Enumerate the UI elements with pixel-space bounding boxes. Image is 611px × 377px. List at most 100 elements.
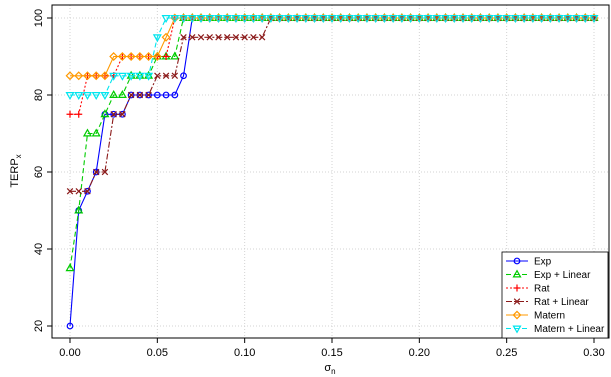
series-line: [70, 17, 594, 96]
legend-label: Exp: [534, 257, 552, 268]
data-point: [109, 89, 119, 98]
data-point: [66, 322, 74, 330]
data-point: [537, 15, 547, 24]
data-point: [475, 15, 485, 24]
data-point: [152, 34, 162, 43]
data-point: [240, 15, 250, 24]
data-point: [92, 168, 100, 176]
data-point: [135, 72, 145, 81]
data-point: [65, 263, 75, 272]
data-point: [397, 15, 407, 24]
data-point: [179, 15, 189, 24]
y-tick-label: 60: [33, 166, 45, 178]
data-point: [110, 111, 117, 118]
data-point: [144, 70, 154, 79]
data-point: [513, 284, 521, 292]
data-point: [66, 110, 74, 118]
data-point: [301, 15, 311, 24]
data-point: [589, 15, 599, 24]
data-point: [213, 15, 223, 24]
legend-item: Matern: [506, 311, 565, 322]
y-tick-label: 40: [33, 243, 45, 255]
x-tick-label: 0.00: [59, 347, 80, 359]
legend-item: Matern + Linear: [506, 324, 605, 335]
legend-label: Exp + Linear: [534, 270, 591, 281]
legend-item: Rat: [506, 284, 550, 295]
legend-label: Matern + Linear: [534, 324, 605, 335]
data-point: [161, 15, 171, 24]
data-point: [250, 34, 257, 41]
data-point: [161, 32, 171, 42]
data-point: [310, 15, 320, 24]
data-point: [528, 15, 538, 24]
data-point: [215, 34, 222, 41]
data-point: [82, 92, 92, 101]
x-tick-label: 0.15: [321, 347, 342, 359]
data-point: [126, 70, 136, 79]
data-point: [232, 34, 240, 41]
data-point: [74, 92, 84, 101]
data-point: [65, 92, 75, 101]
data-point: [379, 15, 389, 24]
data-point: [197, 34, 205, 41]
data-point: [154, 72, 161, 79]
data-point: [75, 110, 83, 118]
data-point: [257, 15, 267, 24]
data-point: [127, 91, 135, 99]
data-point: [580, 15, 590, 24]
legend-label: Rat + Linear: [534, 297, 589, 308]
data-point: [91, 71, 101, 81]
data-point: [180, 72, 187, 80]
data-point: [83, 71, 92, 81]
data-point: [126, 72, 136, 81]
legend-item: Exp: [506, 257, 552, 268]
data-point: [513, 298, 521, 305]
data-point: [283, 15, 293, 24]
data-point: [170, 51, 180, 60]
data-point: [502, 15, 512, 24]
legend-box: [501, 251, 609, 339]
data-point: [135, 70, 145, 79]
data-point: [432, 15, 442, 24]
data-point: [292, 15, 302, 24]
data-point: [74, 205, 84, 214]
data-point: [101, 168, 109, 176]
data-point: [241, 34, 248, 41]
data-point: [258, 34, 266, 41]
data-point: [449, 15, 459, 24]
data-point: [153, 91, 161, 99]
data-point: [145, 91, 152, 99]
legend-item: Exp + Linear: [506, 269, 591, 281]
data-point: [545, 15, 555, 24]
data-point: [512, 325, 522, 334]
data-point: [248, 15, 258, 24]
data-point: [519, 15, 529, 24]
data-point: [231, 15, 241, 24]
data-point: [144, 72, 154, 81]
data-point: [144, 52, 154, 61]
series-layer: [65, 12, 599, 330]
data-point: [513, 257, 521, 265]
data-point: [458, 15, 468, 24]
data-point: [187, 15, 197, 24]
data-point: [162, 53, 170, 60]
x-tick-label: 0.25: [496, 347, 517, 359]
data-point: [136, 91, 144, 99]
data-point: [135, 52, 145, 61]
data-point: [82, 128, 92, 137]
y-tick-label: 100: [33, 9, 45, 27]
data-point: [353, 15, 363, 24]
data-point: [414, 15, 424, 24]
data-point: [119, 111, 126, 118]
data-point: [336, 15, 346, 24]
data-point: [100, 109, 110, 118]
data-point: [162, 91, 170, 99]
data-point: [388, 15, 398, 24]
data-point: [162, 72, 170, 79]
x-tick-label: 0.10: [234, 347, 255, 359]
data-point: [222, 15, 232, 24]
data-point: [484, 15, 494, 24]
data-point: [109, 52, 119, 61]
data-point: [441, 15, 451, 24]
